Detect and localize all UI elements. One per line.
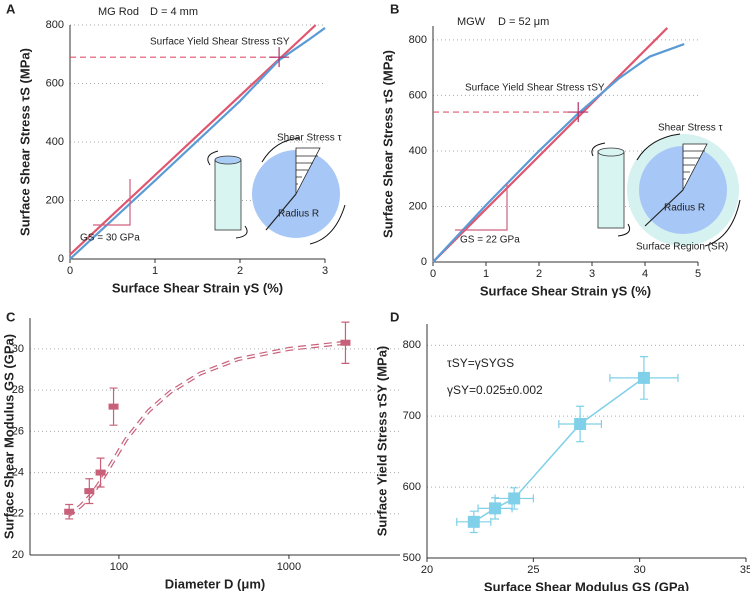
y-tick-label: 0 [421, 256, 427, 268]
point [108, 403, 119, 410]
yield-label: Surface Yield Shear Stress τSY [150, 37, 290, 48]
equation: τSY=γSYGS [447, 356, 514, 370]
x-tick-label: 0 [430, 268, 436, 280]
x-tick-label: 100 [110, 561, 128, 573]
y-axis-label: Surface Shear Modulus GS (GPa) [1, 334, 16, 539]
inset-label: Shear Stress τ [277, 133, 342, 144]
y-tick-label: 20 [12, 549, 24, 561]
panel-letter: D [390, 309, 399, 324]
y-tick-label: 0 [58, 253, 64, 265]
x-tick-label: 20 [421, 564, 433, 576]
point [508, 492, 521, 505]
x-tick-label: 30 [634, 564, 646, 576]
yield-label: Surface Yield Shear Stress τSY [465, 83, 605, 94]
panel-letter: B [390, 1, 399, 16]
x-tick-label: 3 [589, 268, 595, 280]
x-axis-label: Diameter D (μm) [165, 576, 265, 591]
fit-result: γSY=0.025±0.002 [447, 383, 543, 397]
y-axis-label: Surface Shear Stress τS (MPa) [17, 48, 32, 236]
y-tick-label: 400 [409, 145, 427, 157]
y-tick-label: 24 [12, 466, 24, 478]
title: MGW [457, 16, 486, 28]
inset-label: Radius R [664, 203, 705, 214]
title: MG Rod [98, 6, 139, 18]
y-tick-label: 800 [409, 34, 427, 46]
point [84, 488, 95, 495]
fit-line [67, 341, 346, 517]
panel-letter: C [6, 309, 16, 324]
inset-label: Shear Stress τ [658, 123, 723, 134]
y-tick-label: 200 [409, 200, 427, 212]
x-tick-label: 4 [642, 268, 648, 280]
x-tick-label: 2 [237, 265, 243, 277]
y-tick-label: 800 [403, 339, 421, 351]
x-tick-label: 5 [695, 268, 701, 280]
yield-marker [269, 47, 290, 68]
panel-letter: A [6, 1, 16, 16]
y-tick-label: 600 [409, 89, 427, 101]
x-tick-label: 0 [67, 265, 73, 277]
connect-line [473, 377, 645, 523]
x-axis-label: Surface Shear Strain γS (%) [112, 280, 283, 295]
y-axis-label: Surface Shear Stress τS (MPa) [380, 50, 395, 238]
x-tick-label: 2 [536, 268, 542, 280]
yield-marker [568, 102, 589, 123]
slope-triangle [455, 184, 508, 231]
y-tick-label: 22 [12, 508, 24, 520]
inset [207, 137, 346, 245]
y-tick-label: 30 [12, 343, 24, 355]
inset-label: Surface Region (SR) [636, 242, 728, 253]
x-tick-label: 1000 [277, 561, 301, 573]
x-tick-label: 1 [483, 268, 489, 280]
x-axis-label: Surface Shear Modulus GS (GPa) [484, 579, 689, 591]
point [64, 508, 75, 515]
y-tick-label: 700 [403, 410, 421, 422]
point [95, 469, 106, 476]
inset [591, 133, 741, 247]
y-tick-label: 800 [46, 19, 64, 31]
y-tick-label: 600 [46, 77, 64, 89]
fit-line [66, 340, 346, 518]
inset-label: Radius R [278, 209, 319, 220]
point [489, 502, 502, 515]
subtitle: D = 52 μm [498, 16, 549, 28]
y-tick-label: 500 [403, 552, 421, 564]
x-axis-label: Surface Shear Strain γS (%) [480, 283, 651, 298]
y-tick-label: 200 [46, 194, 64, 206]
y-tick-label: 600 [403, 481, 421, 493]
slope-triangle [93, 179, 131, 226]
modulus-label: GS = 22 GPa [460, 235, 520, 246]
x-tick-label: 35 [740, 564, 750, 576]
x-tick-label: 3 [322, 265, 328, 277]
point [574, 417, 587, 430]
point [467, 515, 480, 528]
series-line [69, 27, 326, 260]
modulus-label: GS = 30 GPa [80, 233, 140, 244]
subtitle: D = 4 mm [150, 6, 198, 18]
y-tick-label: 28 [12, 384, 24, 396]
y-axis-label: Surface Yield Stress τSY (MPa) [374, 346, 389, 537]
x-tick-label: 1 [152, 265, 158, 277]
y-tick-label: 400 [46, 136, 64, 148]
point [637, 371, 650, 384]
x-tick-label: 25 [527, 564, 539, 576]
point [340, 339, 351, 346]
y-tick-label: 26 [12, 425, 24, 437]
series-line [432, 27, 669, 263]
